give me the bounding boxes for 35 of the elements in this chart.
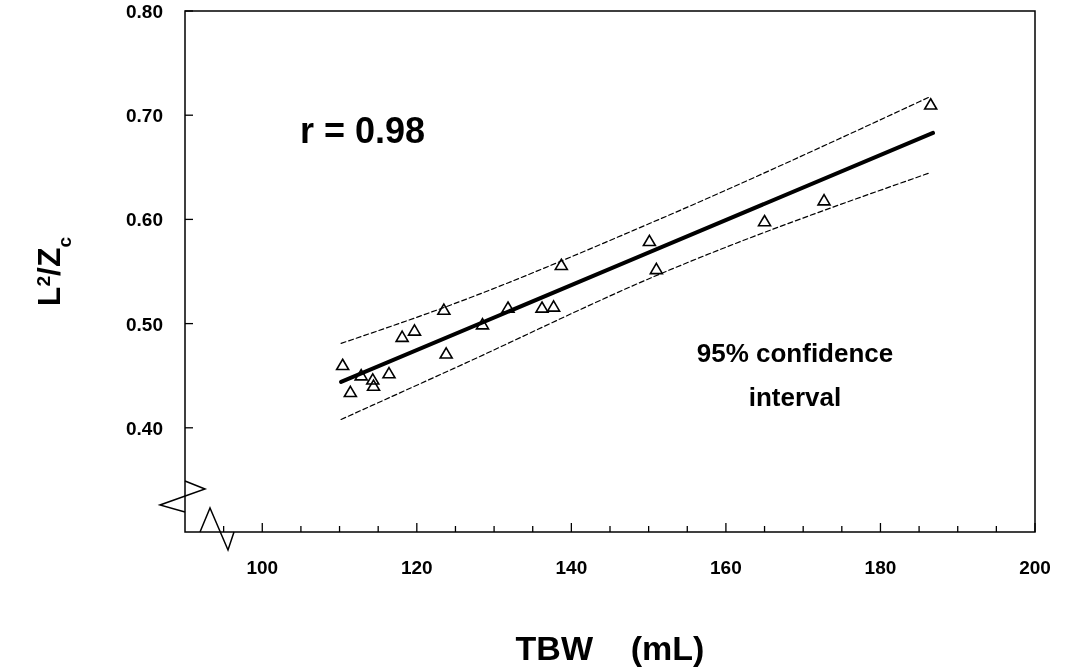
x-axis-title: TBW (mL) xyxy=(515,629,705,667)
point xyxy=(407,324,422,336)
point xyxy=(535,301,549,313)
y-tick-label: 0.40 xyxy=(126,417,163,439)
point xyxy=(817,193,831,206)
y-tick-label: 0.80 xyxy=(126,1,163,22)
point xyxy=(366,379,381,392)
y-tick-label: 0.50 xyxy=(126,313,163,335)
x-tick-label: 200 xyxy=(1019,557,1051,578)
x-tick-label: 100 xyxy=(246,557,279,578)
point xyxy=(475,317,490,330)
point xyxy=(343,385,358,398)
point xyxy=(554,258,569,271)
point xyxy=(757,214,772,227)
point xyxy=(546,300,561,312)
x-tick-label: 180 xyxy=(864,557,897,578)
point xyxy=(439,347,453,359)
point xyxy=(437,303,451,316)
x-tick-label: 120 xyxy=(400,557,433,578)
y-tick-label: 0.60 xyxy=(126,209,163,231)
point xyxy=(501,301,515,313)
point xyxy=(335,358,350,371)
point xyxy=(923,97,938,110)
annotation: 95% confidence interval xyxy=(696,338,894,412)
point xyxy=(642,234,657,247)
x-tick-label: 160 xyxy=(710,557,742,578)
point xyxy=(395,330,409,343)
annotation: r = 0.98 xyxy=(300,110,426,151)
point xyxy=(365,373,380,385)
y-tick-label: 0.70 xyxy=(126,105,163,127)
point xyxy=(649,262,664,275)
x-tick-label: 140 xyxy=(555,557,588,578)
point xyxy=(354,368,368,381)
line-series xyxy=(340,171,932,421)
point xyxy=(382,366,396,379)
